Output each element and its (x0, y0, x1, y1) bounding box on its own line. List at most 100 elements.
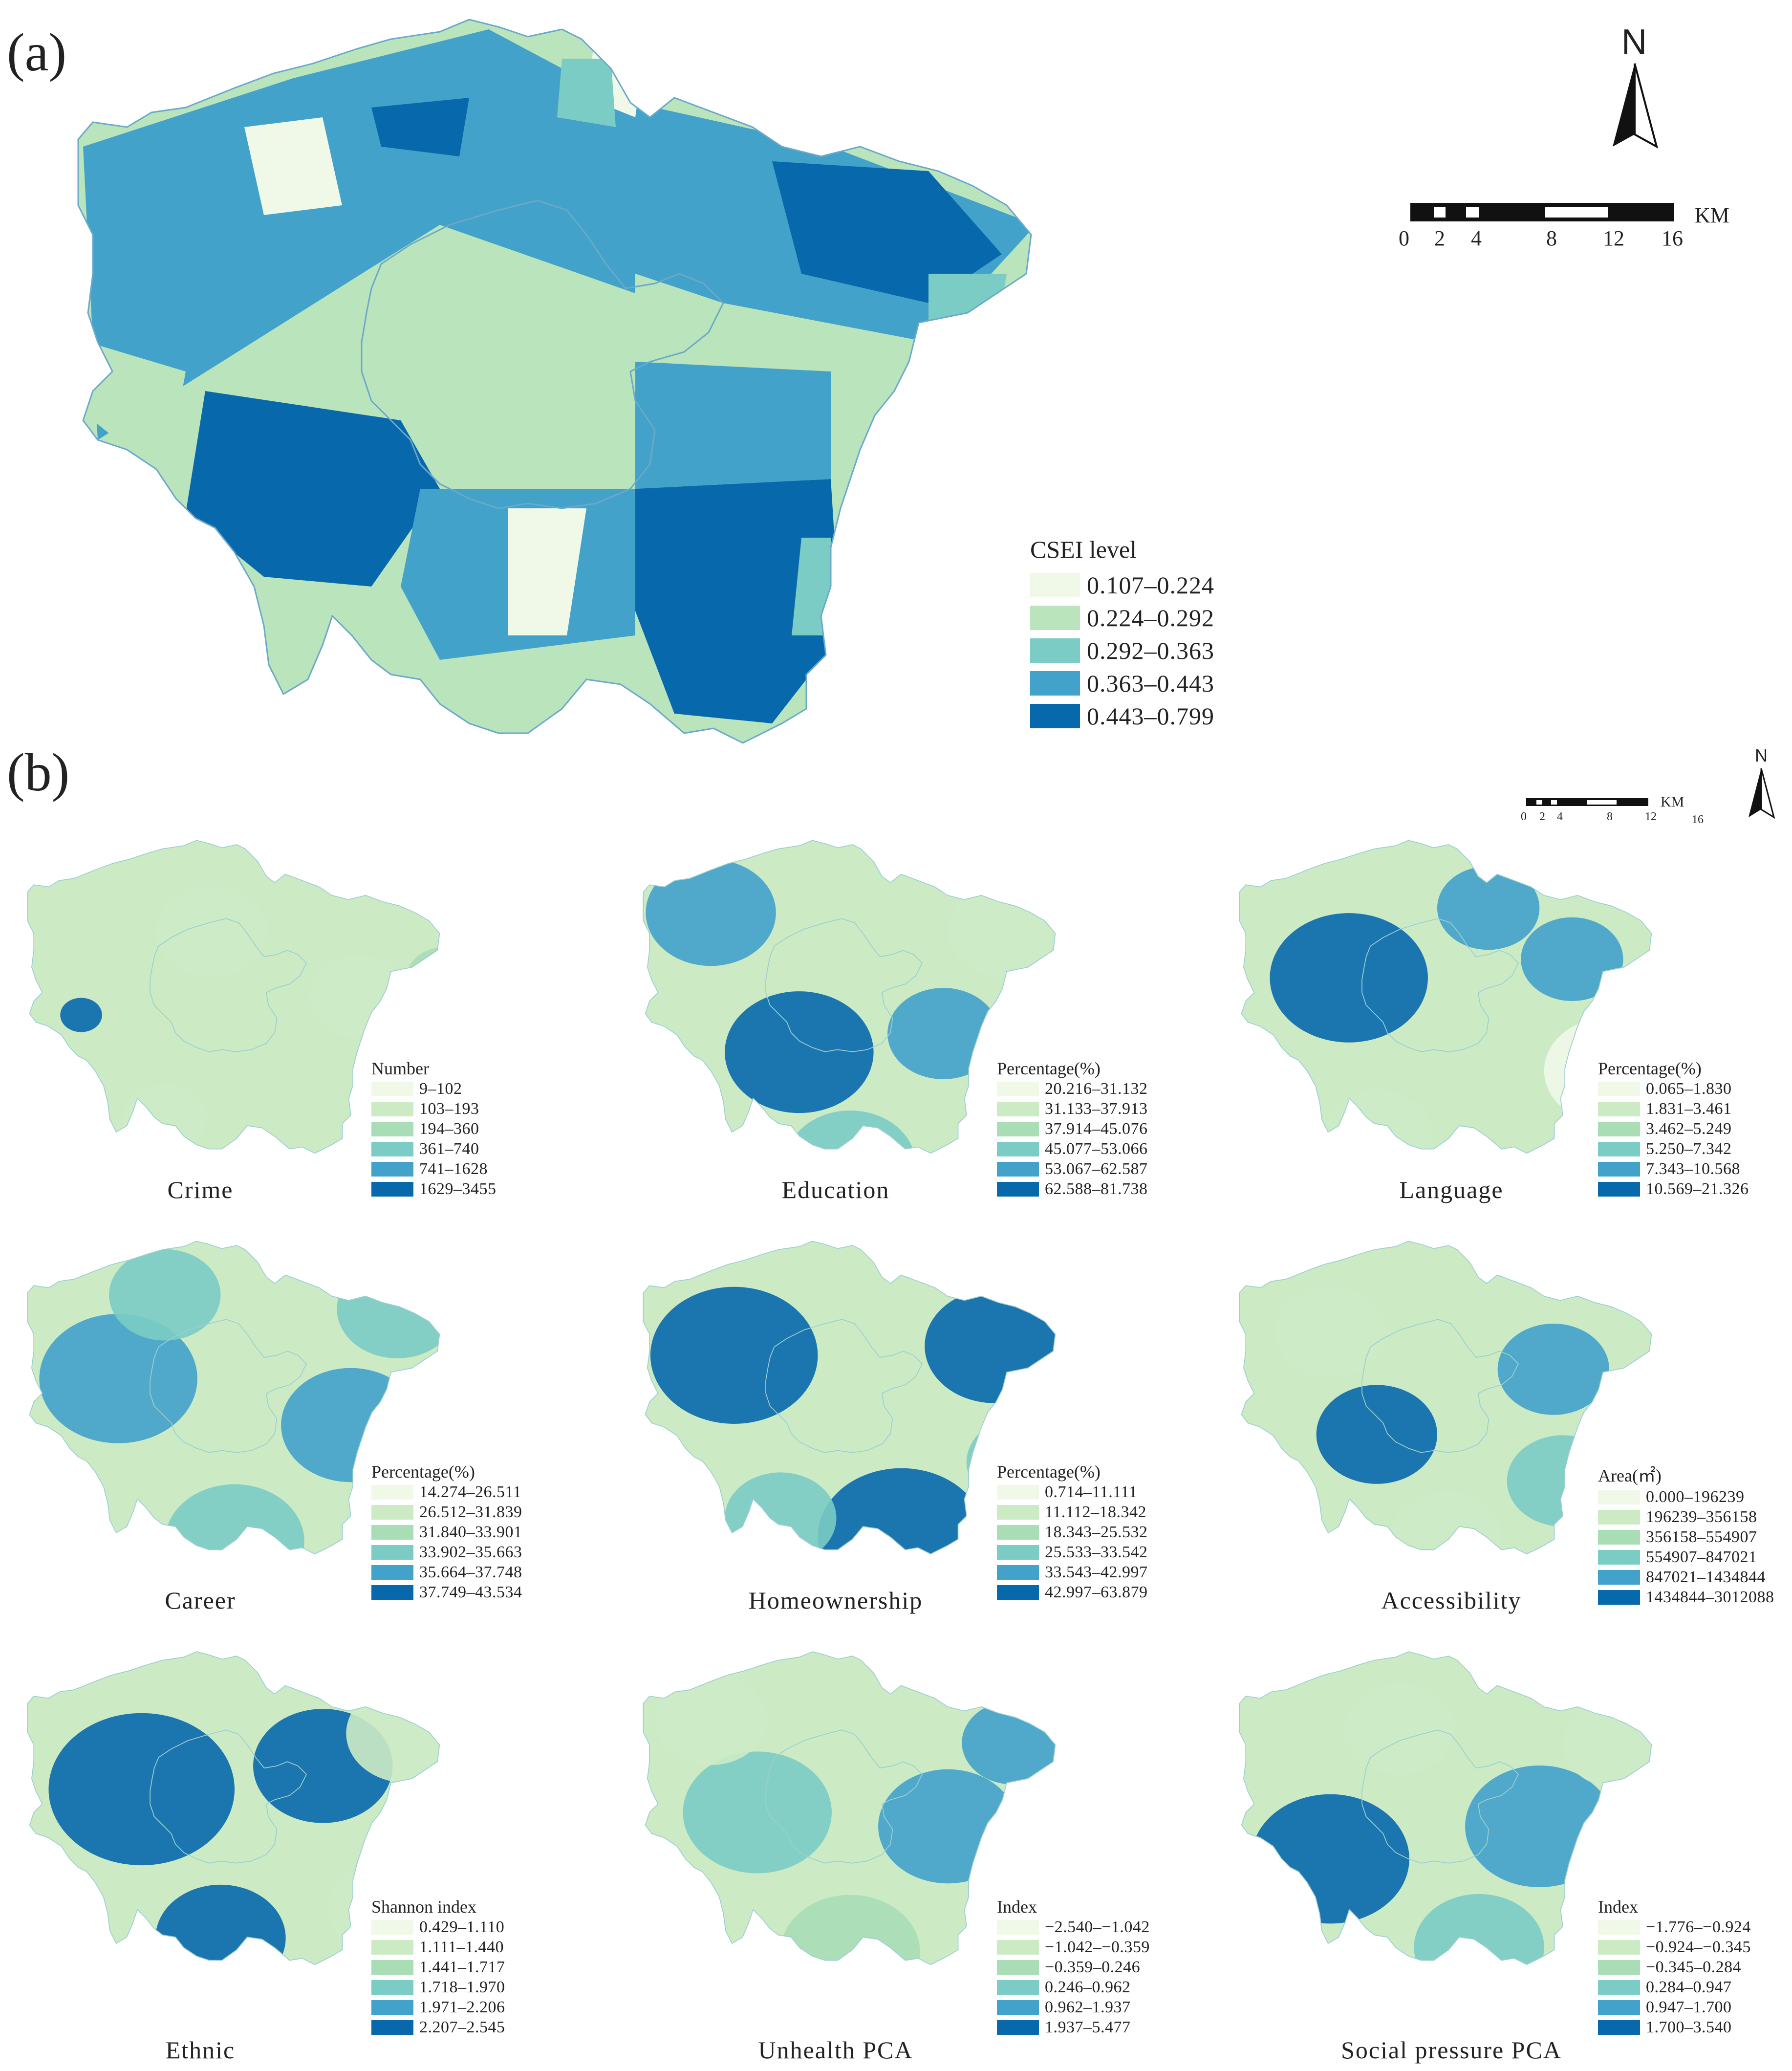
small-legend-row: 33.902–35.663 (371, 1542, 522, 1562)
small-legend-swatch (997, 1081, 1039, 1096)
scale-b-tick-16: 16 (1692, 813, 1704, 826)
legend-row: 0.443–0.799 (1030, 699, 1214, 732)
small-legend-row: 33.543–42.997 (997, 1562, 1148, 1582)
small-legend-swatch (1598, 1141, 1640, 1156)
small-legend-row: 7.343–10.568 (1598, 1159, 1749, 1179)
north-label-b: N (1755, 745, 1768, 765)
small-legend-title: Index (1598, 1897, 1638, 1917)
small-legend-row: 35.664–37.748 (371, 1562, 522, 1582)
small-legend-row: 37.914–45.076 (997, 1119, 1148, 1139)
small-legend-range: 0.962–1.937 (1045, 1998, 1131, 2016)
small-legend-range: 31.133–37.913 (1045, 1099, 1148, 1118)
small-legend-range: 37.914–45.076 (1045, 1119, 1148, 1138)
small-legend-swatch (1598, 1919, 1640, 1935)
small-legend-title: Area(㎡) (1598, 1466, 1662, 1485)
small-legend-swatch (1598, 1570, 1640, 1585)
small-legend-range: 1434844–3012088 (1646, 1588, 1774, 1606)
map-caption: Education (781, 1176, 890, 1203)
map-region (1390, 1491, 1503, 1554)
small-legend-swatch (1598, 1181, 1640, 1197)
small-legend-swatch (371, 2000, 413, 2015)
map-caption: Unhealth PCA (758, 2036, 913, 2064)
map-region (655, 1674, 767, 1766)
map-region (337, 1259, 440, 1358)
legend-range: 0.292–0.363 (1087, 636, 1214, 664)
small-legend-row: 194–360 (371, 1119, 497, 1139)
small-legend: Percentage(%) 14.274–26.511 26.512–31.839 3… (371, 1461, 522, 1602)
small-legend-row: 10.569–21.326 (1598, 1179, 1749, 1199)
small-legend-range: 7.343–10.568 (1646, 1159, 1740, 1178)
small-legend-range: 356158–554907 (1646, 1527, 1757, 1546)
small-legend-swatch (371, 1565, 413, 1580)
small-legend-swatch (371, 1081, 413, 1096)
small-legend-swatch (371, 1525, 413, 1540)
small-legend-title: Percentage(%) (371, 1462, 475, 1482)
small-legend-swatch (1598, 1980, 1640, 1995)
small-legend-row: 37.749–43.534 (371, 1582, 522, 1602)
small-legend-swatch (997, 1121, 1039, 1136)
small-legend-range: 0.000–196239 (1646, 1487, 1745, 1506)
small-legend-range: 1.700–3.540 (1646, 2018, 1732, 2036)
small-legend-range: 0.947–1.700 (1646, 1998, 1732, 2016)
small-legend-row: 0.714–11.111 (997, 1482, 1148, 1502)
map-region (155, 885, 267, 977)
map-region (878, 1769, 1018, 1884)
small-legend-swatch (371, 1141, 413, 1156)
small-legend-row: 62.588–81.738 (997, 1179, 1148, 1199)
scale-b-tick-8: 8 (1607, 810, 1613, 823)
scale-tick-12: 12 (1603, 226, 1624, 250)
small-legend-range: 10.569–21.326 (1646, 1179, 1749, 1198)
small-legend-swatch (997, 1565, 1039, 1580)
small-legend-row: 1.971–2.206 (371, 1997, 505, 2017)
small-legend-swatch (1598, 2020, 1640, 2035)
map-region (1344, 1683, 1456, 1775)
small-legend-row: −1.776–−0.924 (1598, 1917, 1751, 1937)
small-legend-range: −0.924–−0.345 (1646, 1938, 1751, 1956)
small-legend-row: 3.462–5.249 (1598, 1119, 1749, 1139)
small-legend-row: 18.343–25.532 (997, 1522, 1148, 1542)
small-legend-range: 847021–1434844 (1646, 1568, 1766, 1586)
small-legend-range: 20.216–31.132 (1045, 1079, 1148, 1098)
small-legend-row: 5.250–7.342 (1598, 1139, 1749, 1159)
small-legend-range: 194–360 (419, 1119, 479, 1138)
small-legend-swatch (997, 1919, 1039, 1935)
small-legend-range: 1.971–2.206 (419, 1998, 505, 2016)
small-legend-row: 554907–847021 (1598, 1547, 1774, 1567)
map-education (643, 840, 1056, 1154)
map-ethnic (27, 1651, 440, 1965)
small-legend-swatch (1598, 1940, 1640, 1955)
scale-tick-4: 4 (1471, 226, 1482, 250)
small-legend-row: 53.067–62.587 (997, 1159, 1148, 1179)
map-region (887, 988, 999, 1079)
map-region (60, 998, 102, 1032)
map-region (725, 1472, 837, 1554)
small-legend-row: 1.937–5.477 (997, 2017, 1150, 2037)
small-legend-row: 0.246–0.962 (997, 1977, 1150, 1997)
small-legend-swatch (997, 1940, 1039, 1955)
scale-b-tick-0: 0 (1521, 810, 1527, 823)
small-legend-swatch (1598, 1081, 1640, 1096)
small-legend-row: 1.441–1.717 (371, 1957, 505, 1977)
small-legend-range: 554907–847021 (1646, 1548, 1757, 1566)
small-legend-range: −1.776–−0.924 (1646, 1918, 1751, 1936)
small-legend-row: 45.077–53.066 (997, 1139, 1148, 1159)
small-legend-row: 0.065–1.830 (1598, 1079, 1749, 1099)
small-legend-swatch (997, 1484, 1039, 1500)
small-legend-title: Percentage(%) (997, 1059, 1101, 1078)
small-legend-swatch (1598, 1549, 1640, 1565)
small-legend-range: −2.540–−1.042 (1045, 1918, 1150, 1936)
small-legend-row: 2.207–2.545 (371, 2017, 505, 2037)
small-legend-row: 14.274–26.511 (371, 1482, 522, 1502)
small-legend: Index −1.776–−0.924 −0.924–−0.345 −0.345–0.… (1598, 1897, 1751, 2037)
map-caption: Accessibility (1381, 1587, 1522, 1614)
small-legend-swatch (997, 1960, 1039, 1975)
map-region (646, 859, 776, 966)
map-region (123, 1083, 207, 1152)
small-legend-swatch (997, 1504, 1039, 1520)
small-legend-range: 1.937–5.477 (1045, 2018, 1131, 2036)
legend-swatch (1030, 638, 1080, 663)
small-legend: Percentage(%) 0.714–11.111 11.112–18.342 18… (997, 1461, 1148, 1602)
small-legend-swatch (997, 2000, 1039, 2015)
small-legend-row: 26.512–31.839 (371, 1502, 522, 1522)
small-legend-range: 1.718–1.970 (419, 1978, 505, 1996)
